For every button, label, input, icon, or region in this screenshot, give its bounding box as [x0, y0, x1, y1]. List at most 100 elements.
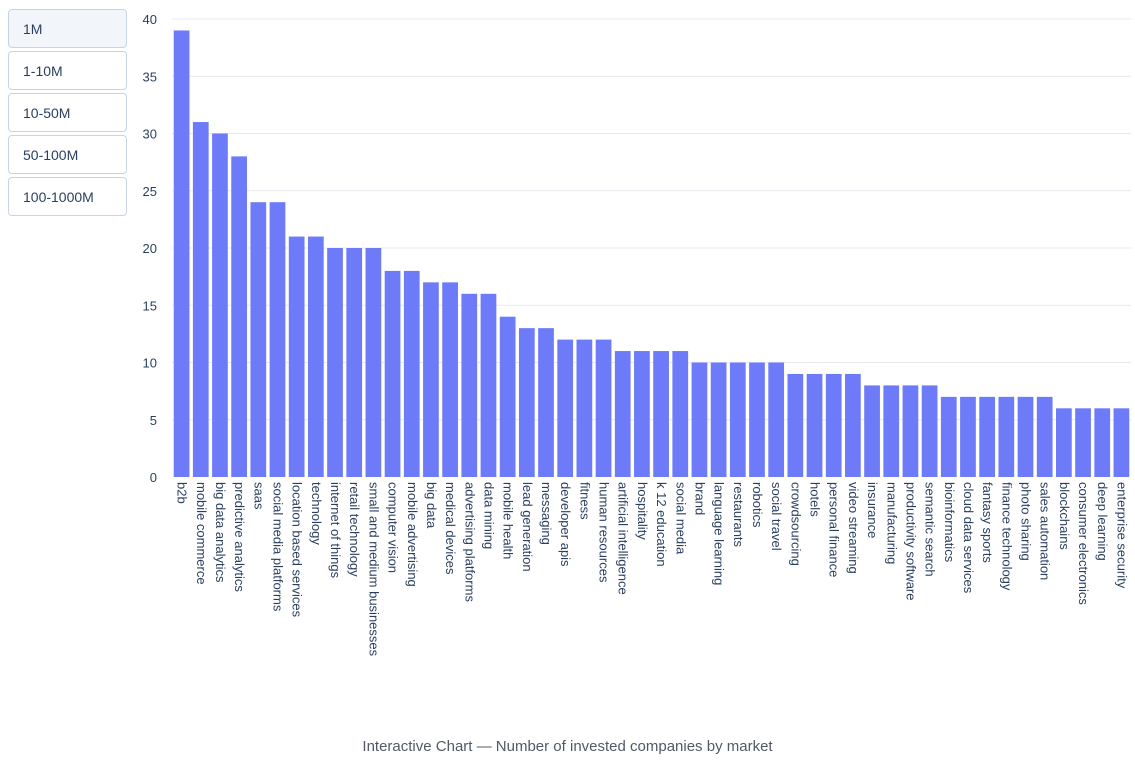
bar[interactable] [653, 351, 669, 477]
bar[interactable] [1036, 396, 1053, 477]
x-tick-label: internet of things [328, 482, 343, 579]
x-tick-label: mobile health [501, 482, 516, 559]
x-tick-label: hotels [808, 482, 823, 517]
y-tick-label: 25 [143, 184, 157, 199]
y-tick-label: 40 [143, 12, 157, 27]
x-tick-label: productivity software [903, 482, 918, 601]
bar[interactable] [461, 293, 478, 477]
bar[interactable] [806, 373, 823, 477]
y-tick-label: 5 [150, 413, 157, 428]
bar[interactable] [979, 396, 996, 477]
bar[interactable] [672, 351, 689, 477]
bar[interactable] [749, 362, 765, 478]
bar[interactable] [902, 385, 919, 477]
bar[interactable] [384, 270, 401, 477]
bar[interactable] [576, 339, 593, 477]
bar[interactable] [960, 396, 976, 477]
x-tick-label: predictive analytics [232, 482, 247, 592]
x-tick-label: saas [251, 482, 266, 510]
bars [173, 30, 1130, 478]
x-tick-label: developer apis [558, 482, 573, 567]
bar[interactable] [1075, 408, 1091, 477]
bar[interactable] [518, 328, 535, 477]
bar[interactable] [173, 30, 190, 477]
bar[interactable] [269, 202, 286, 477]
range-button-1-10m[interactable]: 1-10M [8, 51, 127, 90]
x-tick-label: cloud data services [961, 482, 976, 594]
bar[interactable] [307, 236, 324, 477]
x-tick-label: computer vision [386, 482, 401, 573]
bar[interactable] [480, 293, 497, 477]
bar[interactable] [403, 270, 420, 477]
bar[interactable] [614, 351, 631, 477]
x-tick-label: small and medium businesses [366, 482, 381, 657]
bar[interactable] [1056, 408, 1072, 477]
x-tick-label: big data [424, 482, 439, 529]
bar[interactable] [729, 362, 746, 478]
bar[interactable] [365, 248, 382, 477]
y-tick-label: 30 [143, 127, 157, 142]
y-tick-label: 35 [143, 69, 157, 84]
y-tick-label: 10 [143, 356, 157, 371]
x-tick-label: insurance [865, 482, 880, 538]
bar[interactable] [825, 373, 842, 477]
bar[interactable] [1113, 408, 1130, 477]
x-tick-label: video streaming [846, 482, 861, 574]
bar[interactable] [327, 248, 343, 477]
range-button-100-1000m[interactable]: 100-1000M [8, 177, 127, 216]
bar[interactable] [940, 396, 957, 477]
bar[interactable] [212, 133, 228, 478]
bar[interactable] [921, 385, 938, 477]
bar[interactable] [1017, 396, 1034, 477]
x-tick-label: social media platforms [270, 482, 285, 612]
x-tick-label: technology [309, 482, 324, 545]
x-tick-label: semantic search [923, 482, 938, 577]
bar[interactable] [845, 373, 861, 477]
x-tick-label: restaurants [731, 482, 746, 548]
bar[interactable] [710, 362, 727, 478]
bar[interactable] [346, 248, 363, 477]
x-tick-label: personal finance [827, 482, 842, 577]
bar[interactable] [768, 362, 785, 478]
bar[interactable] [787, 373, 804, 477]
x-tick-label: bioinformatics [942, 482, 957, 563]
x-tick-label: enterprise security [1114, 482, 1129, 589]
x-tick-label: artificial intelligence [616, 482, 631, 595]
bar[interactable] [557, 339, 574, 477]
bar[interactable] [288, 236, 305, 477]
range-button-group: 1M 1-10M 10-50M 50-100M 100-1000M [8, 9, 127, 216]
bar[interactable] [1094, 408, 1111, 477]
x-tick-label: crowdsourcing [788, 482, 803, 566]
x-tick-label: retail technology [347, 482, 362, 577]
y-tick-label: 20 [143, 241, 157, 256]
x-axis-ticks: b2b mobile commerce big data analytics pred… [175, 482, 1130, 657]
x-tick-label: hospitality [635, 482, 650, 540]
bar[interactable] [231, 156, 247, 477]
x-tick-label: sales automation [1038, 482, 1053, 580]
bar[interactable] [499, 316, 516, 477]
x-tick-label: mobile commerce [194, 482, 209, 585]
x-tick-label: human resources [597, 482, 612, 583]
bar[interactable] [634, 351, 650, 477]
x-tick-label: deep learning [1095, 482, 1110, 561]
bar[interactable] [864, 385, 880, 477]
range-button-1m[interactable]: 1M [8, 9, 127, 48]
bar[interactable] [595, 339, 612, 477]
x-tick-label: language learning [712, 482, 727, 585]
x-tick-label: robotics [750, 482, 765, 528]
range-button-10-50m[interactable]: 10-50M [8, 93, 127, 132]
bar[interactable] [442, 282, 458, 477]
x-tick-label: data mining [481, 482, 496, 549]
bar[interactable] [423, 282, 439, 477]
bar[interactable] [998, 396, 1015, 477]
x-tick-label: photo sharing [1019, 482, 1034, 561]
range-button-50-100m[interactable]: 50-100M [8, 135, 127, 174]
bar[interactable] [883, 385, 900, 477]
y-axis-ticks: 0 5 10 15 20 25 30 35 40 [143, 12, 157, 485]
bar[interactable] [192, 122, 209, 478]
x-tick-label: fitness [577, 482, 592, 520]
bar[interactable] [250, 202, 267, 477]
x-tick-label: manufacturing [884, 482, 899, 564]
bar[interactable] [691, 362, 708, 478]
bar[interactable] [538, 328, 554, 477]
